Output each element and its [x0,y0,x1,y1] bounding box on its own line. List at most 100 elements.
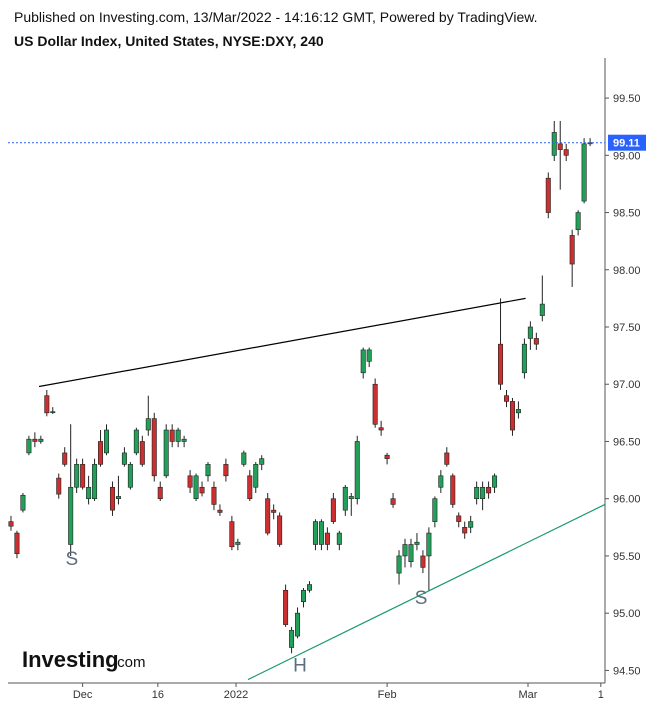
candle-body [104,429,110,454]
candle-body [360,349,366,374]
candle-body [20,494,26,511]
candle-body [539,303,545,316]
candle-body [199,486,205,494]
candle-body [444,452,450,465]
candle-body [139,441,145,465]
candle-body [324,532,330,545]
candle-body [354,441,360,500]
y-tick-label: 95.00 [613,608,641,620]
candle-body [68,486,74,545]
candle-body [157,486,163,500]
candle-body [56,477,62,495]
candle-body [223,464,229,477]
candle-body [318,521,324,545]
candle-body [456,515,462,522]
y-tick-label: 95.50 [613,551,641,563]
candle-body [26,438,32,454]
candle-body [283,589,289,625]
x-tick-label: Feb [378,689,397,701]
candle-body [175,429,181,442]
candle-body [217,509,223,513]
candle-body [330,498,336,522]
x-tick-label: 1 [598,689,604,701]
candle-body [109,486,115,511]
candle-body [581,143,587,202]
candle-body [187,475,193,488]
candle-body [163,429,169,477]
candle-body [8,521,14,527]
candle-body [587,142,593,145]
candle-body [277,515,283,545]
candle-body [306,584,312,591]
candle-body [378,427,384,431]
last-price-label: 99.11 [613,138,640,150]
candle-body [432,498,438,522]
candle-body [169,429,175,442]
logo-brand: Investing [22,647,119,672]
candle-body [372,383,378,425]
x-tick-label: 2022 [224,689,248,701]
candle-body [259,458,265,465]
candle-body [193,475,199,500]
trendline [247,503,606,681]
candle-body [521,343,527,374]
candle-body [551,132,557,156]
candle-body [557,143,563,150]
candle-body [247,475,253,500]
candle-body [420,555,426,568]
candle-body [38,438,44,442]
candle-body [92,464,98,500]
candle-body [265,498,271,534]
candle-body [295,612,301,637]
y-tick-label: 97.50 [613,322,641,334]
candle-body [414,541,420,545]
candle-body [486,486,492,494]
candle-body [468,521,474,528]
candle-body [127,464,133,488]
candle-body [336,532,342,545]
candle-body [408,544,414,562]
candle-body [229,521,235,548]
candle-body [115,496,121,500]
y-tick-label: 99.50 [613,93,641,105]
candle-body [503,395,509,402]
candle-body [133,429,139,454]
candle-body [509,401,515,431]
y-tick-label: 99.00 [613,150,641,162]
candle-body [271,509,277,513]
candle-body [533,338,539,345]
candle-body [515,409,521,414]
candle-body [426,532,432,557]
x-tick-label: Dec [73,689,93,701]
candle-body [289,630,295,648]
candle-body [450,475,456,505]
candle-body [390,498,396,505]
candle-body [62,452,68,465]
candle-body [301,589,307,603]
candle-body [545,177,551,213]
candle-body [32,438,38,442]
last-price-box [608,134,646,151]
candle-body [366,349,372,362]
y-tick-label: 97.00 [613,379,641,391]
pattern-label: S [415,588,428,609]
candle-body [384,454,390,459]
candle-body [151,418,157,477]
candle-body [181,438,187,442]
candle-body [241,452,247,465]
candle-body [438,475,444,488]
candle-body [44,395,50,414]
candle-body [575,212,581,231]
y-tick-label: 98.00 [613,265,641,277]
candle-body [569,235,575,265]
candle-body [396,555,402,574]
y-tick-label: 94.50 [613,665,641,677]
symbol-title: US Dollar Index, United States, NYSE:DXY… [14,33,324,49]
candle-body [14,532,20,554]
candle-body [98,441,104,465]
candle-body [253,464,259,488]
candle-body [348,496,354,500]
candle-body [563,149,569,156]
y-tick-label: 96.50 [613,436,641,448]
x-tick-label: Mar [519,689,538,701]
